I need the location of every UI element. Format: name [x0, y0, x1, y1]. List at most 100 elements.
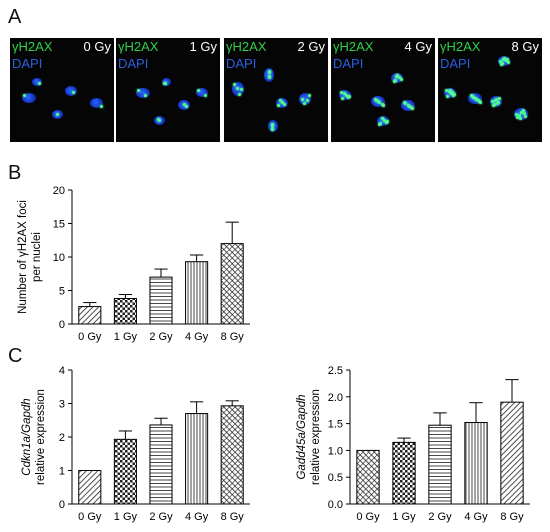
stain-label-gh2ax: γH2AX — [226, 39, 267, 54]
nucleus — [498, 56, 510, 66]
bar — [78, 470, 102, 505]
foci-dot — [407, 104, 410, 107]
dose-label: 0 Gy — [83, 39, 111, 54]
foci-dot — [470, 94, 473, 97]
foci-dot — [396, 74, 399, 77]
foci-dot — [381, 103, 384, 106]
foci-dot — [377, 100, 380, 103]
foci-dot — [516, 116, 519, 119]
foci-dot — [394, 79, 397, 82]
micrograph-1: γH2AX DAPI 1 Gy — [116, 38, 220, 142]
foci-dot — [137, 89, 140, 92]
foci-dot — [164, 82, 167, 85]
bar — [113, 438, 137, 505]
foci-dot — [271, 128, 274, 131]
foci-dot — [38, 82, 41, 85]
bar — [185, 261, 209, 325]
bar — [113, 298, 137, 325]
bar — [464, 422, 488, 505]
foci-dot — [183, 103, 186, 106]
foci-dot — [381, 117, 384, 120]
micrograph-4: γH2AX DAPI 8 Gy — [438, 38, 542, 142]
foci-dot — [343, 92, 346, 95]
foci-dot — [503, 57, 506, 60]
foci-dot — [494, 99, 497, 102]
cdkn1a-chart: 0 1 2 3 4 Cdkn1a/Gapdh relative expression 0 Gy… — [21, 365, 250, 523]
foci-dot — [499, 60, 502, 63]
y-tick-label: 1.0 — [328, 445, 343, 457]
foci-dot — [453, 93, 456, 96]
bar — [392, 441, 416, 505]
foci-dot — [236, 87, 239, 90]
foci-dot — [523, 112, 526, 115]
foci-dot — [520, 111, 523, 114]
stain-label-dapi: DAPI — [12, 56, 43, 71]
foci-dot — [400, 78, 403, 81]
foci-dot — [501, 62, 504, 65]
foci-dot — [100, 105, 103, 108]
bar — [78, 306, 102, 325]
y-tick-label: 5 — [59, 286, 65, 298]
foci-dot — [449, 89, 452, 92]
category-label: 4 Gy — [464, 511, 488, 523]
bar — [500, 401, 524, 505]
foci-dot — [341, 97, 344, 100]
category-label: 4 Gy — [185, 511, 209, 523]
foci-dot — [524, 115, 527, 118]
y-tick-label: 1.5 — [328, 419, 343, 431]
micrograph-0: γH2AX DAPI 0 Gy — [10, 38, 114, 142]
y-axis-label: Number of γH2AX foci per nuclei — [17, 200, 43, 314]
foci-dot — [398, 76, 401, 79]
y-tick-label: 1 — [59, 466, 65, 478]
y-tick-label: 3 — [59, 399, 65, 411]
y-axis-label: Cdkn1a/Gapdh relative expression — [21, 389, 47, 485]
category-label: 0 Gy — [78, 331, 102, 343]
foci-dot — [410, 106, 413, 109]
nucleus — [196, 88, 208, 97]
bar — [185, 413, 209, 505]
foci-dot — [507, 61, 510, 64]
foci-dot — [491, 100, 494, 103]
foci-dot — [56, 113, 59, 116]
stain-label-gh2ax: γH2AX — [333, 39, 374, 54]
foci-dot — [492, 104, 495, 107]
foci-dot — [197, 89, 200, 92]
y-tick-label: 0 — [59, 499, 65, 511]
gadd45a-chart: 0.0 0.5 1.0 1.5 2.0 2.5 Gadd45a/Gapdh relative … — [296, 365, 530, 523]
nucleus — [32, 78, 42, 86]
foci-dot — [445, 89, 448, 92]
foci-dot — [72, 91, 75, 94]
panel-label-c: C — [8, 345, 23, 367]
category-label: 8 Gy — [500, 511, 524, 523]
foci-dot — [281, 101, 284, 104]
y-tick-label: 15 — [53, 219, 65, 231]
foci-dot — [451, 91, 454, 94]
foci-dot — [383, 119, 386, 122]
nucleus — [65, 86, 77, 96]
dose-label: 8 Gy — [511, 39, 539, 54]
foci-dot — [268, 75, 271, 78]
foci-dot — [277, 104, 280, 107]
foci-dot — [301, 98, 304, 101]
foci-dot — [157, 118, 160, 121]
foci-dot — [498, 97, 501, 100]
category-label: 4 Gy — [185, 331, 209, 343]
stain-label-dapi: DAPI — [118, 56, 149, 71]
foci-dot — [204, 94, 207, 97]
foci-dot — [345, 94, 348, 97]
stain-label-gh2ax: γH2AX — [440, 39, 481, 54]
stain-label-dapi: DAPI — [440, 56, 471, 71]
foci-dot — [506, 58, 509, 61]
stain-label-gh2ax: γH2AX — [12, 39, 53, 54]
stain-label-dapi: DAPI — [226, 56, 257, 71]
foci-dot — [515, 113, 518, 116]
bar — [149, 424, 173, 505]
nucleus — [136, 88, 150, 98]
foci-dot — [185, 105, 188, 108]
foci-dot — [144, 94, 147, 97]
panel-label-b: B — [8, 162, 22, 184]
foci-dot — [238, 93, 241, 96]
y-tick-label: 0 — [59, 319, 65, 331]
bar — [356, 449, 380, 505]
category-label: 1 Gy — [392, 511, 416, 523]
